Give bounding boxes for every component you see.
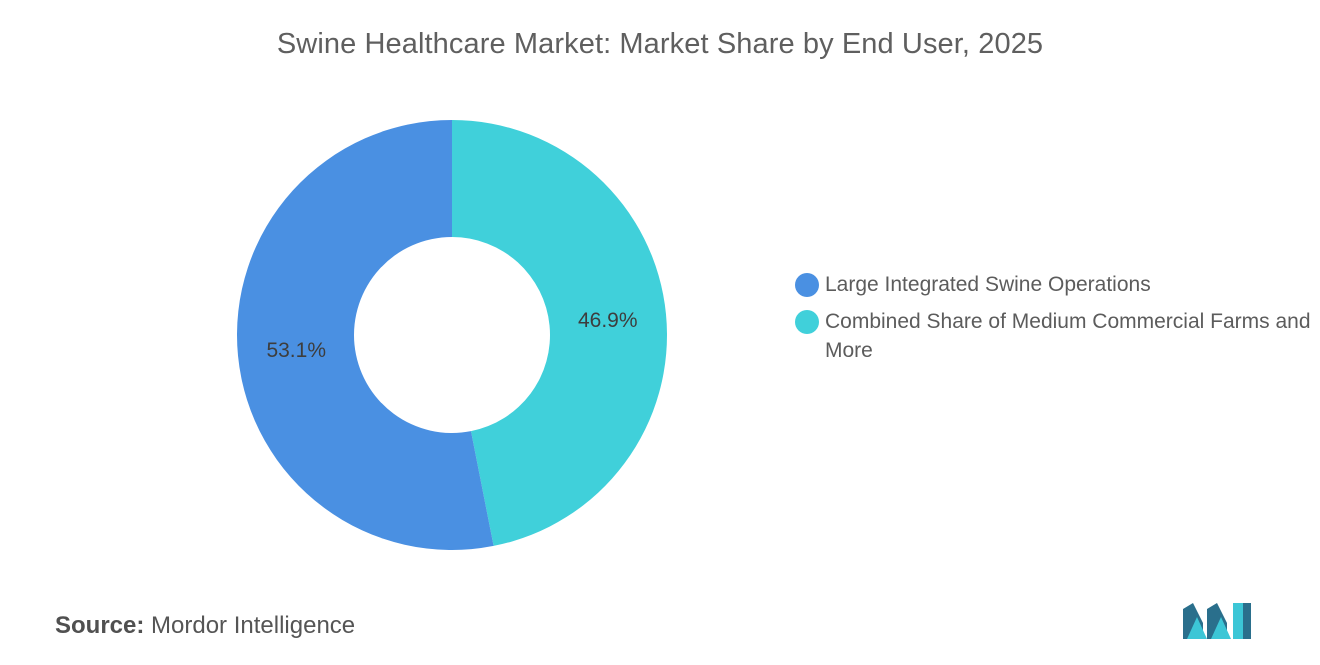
slice-label-medium-commercial: 46.9%: [578, 309, 638, 332]
legend-label-large-integrated: Large Integrated Swine Operations: [825, 273, 1151, 296]
legend-swatch-medium-commercial: [795, 310, 819, 334]
chart-legend: Large Integrated Swine Operations Combin…: [795, 270, 1315, 373]
source-value: Mordor Intelligence: [151, 612, 356, 639]
chart-title: Swine Healthcare Market: Market Share by…: [276, 28, 1044, 60]
source-label: Source:: [55, 612, 145, 639]
slice-large-integrated: [236, 120, 494, 551]
slice-label-large-integrated: 53.1%: [266, 339, 326, 362]
mordor-intelligence-logo-icon: [1183, 603, 1251, 639]
legend-swatch-large-integrated: [795, 273, 819, 297]
legend-item-medium-commercial: Combined Share of Medium Commercial Farm…: [795, 307, 1315, 365]
slice-medium-commercial: [452, 120, 667, 546]
legend-label-medium-commercial: Combined Share of Medium Commercial Farm…: [825, 310, 1311, 362]
source-note: Source: Mordor Intelligence: [55, 612, 355, 640]
legend-item-large-integrated: Large Integrated Swine Operations: [795, 270, 1315, 299]
